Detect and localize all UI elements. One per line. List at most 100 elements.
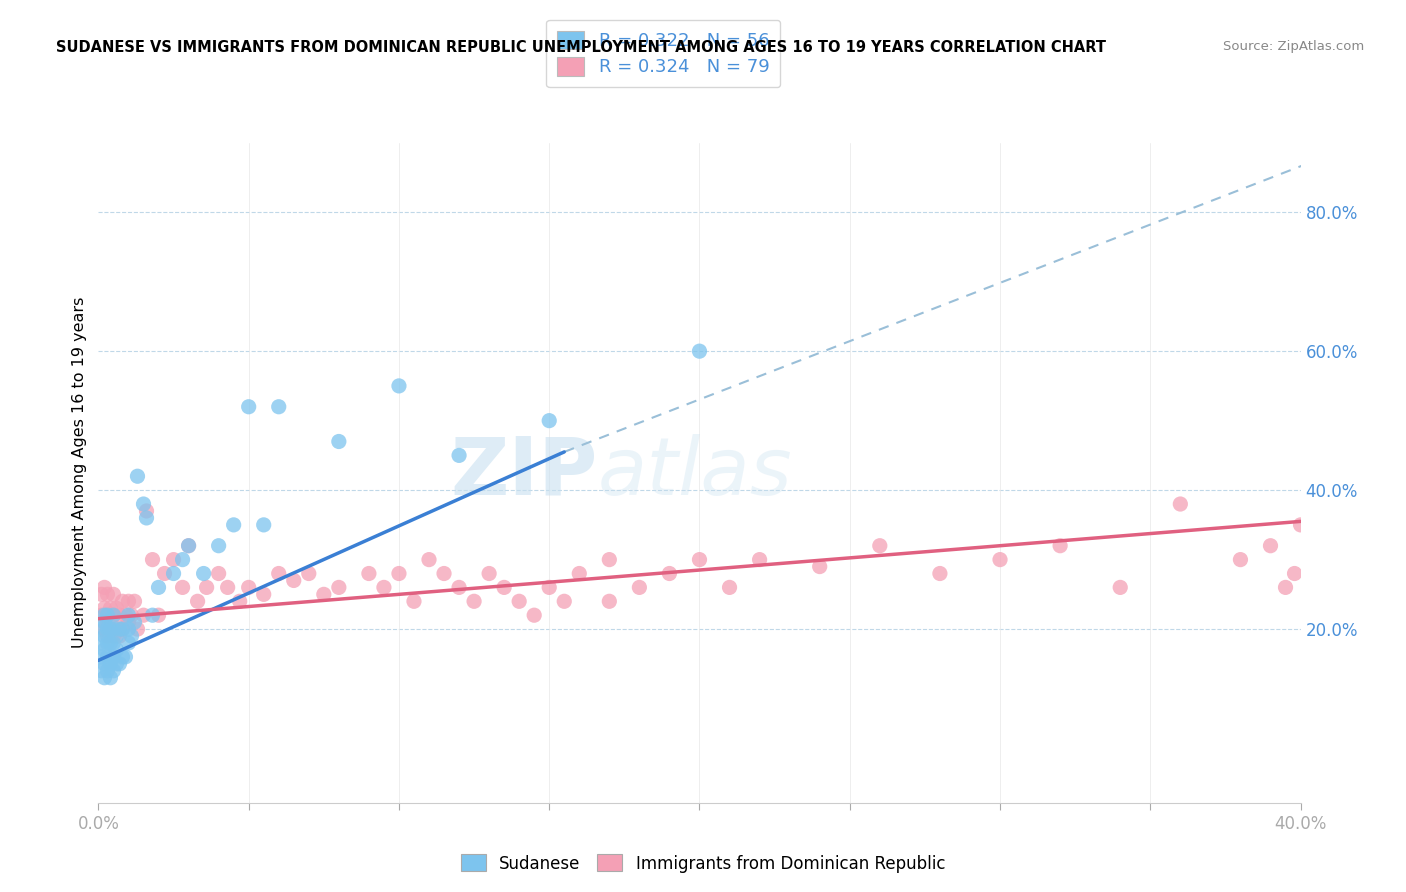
Point — [418, 552, 440, 566]
Point — [114, 649, 136, 664]
Point — [508, 594, 530, 608]
Point — [103, 629, 125, 643]
Point — [103, 636, 125, 650]
Point — [90, 608, 112, 623]
Point — [312, 587, 335, 601]
Point — [132, 608, 155, 623]
Point — [141, 608, 163, 623]
Point — [100, 601, 122, 615]
Point — [228, 594, 250, 608]
Point — [1260, 539, 1282, 553]
Point — [478, 566, 501, 581]
Point — [124, 594, 146, 608]
Point — [267, 566, 290, 581]
Point — [689, 344, 711, 359]
Point — [658, 566, 681, 581]
Point — [108, 657, 131, 671]
Point — [93, 671, 115, 685]
Point — [718, 581, 741, 595]
Point — [1274, 581, 1296, 595]
Point — [402, 594, 425, 608]
Point — [162, 552, 184, 566]
Point — [328, 581, 350, 595]
Point — [103, 649, 125, 664]
Point — [96, 636, 118, 650]
Legend: Sudanese, Immigrants from Dominican Republic: Sudanese, Immigrants from Dominican Repu… — [454, 847, 952, 880]
Point — [135, 504, 157, 518]
Point — [598, 552, 620, 566]
Point — [1170, 497, 1192, 511]
Point — [93, 622, 115, 636]
Point — [93, 581, 115, 595]
Point — [90, 664, 112, 678]
Point — [628, 581, 651, 595]
Y-axis label: Unemployment Among Ages 16 to 19 years: Unemployment Among Ages 16 to 19 years — [72, 297, 87, 648]
Point — [1049, 539, 1071, 553]
Point — [388, 566, 411, 581]
Point — [748, 552, 770, 566]
Point — [100, 622, 122, 636]
Point — [187, 594, 209, 608]
Point — [177, 539, 200, 553]
Point — [103, 587, 125, 601]
Point — [108, 622, 131, 636]
Point — [172, 581, 194, 595]
Point — [105, 622, 128, 636]
Point — [111, 594, 134, 608]
Point — [929, 566, 952, 581]
Point — [111, 649, 134, 664]
Point — [195, 581, 218, 595]
Point — [463, 594, 485, 608]
Point — [93, 615, 115, 629]
Point — [93, 608, 115, 623]
Point — [208, 539, 231, 553]
Point — [105, 601, 128, 615]
Point — [111, 622, 134, 636]
Point — [598, 594, 620, 608]
Point — [193, 566, 215, 581]
Point — [100, 671, 122, 685]
Text: atlas: atlas — [598, 434, 792, 512]
Point — [253, 587, 276, 601]
Point — [108, 629, 131, 643]
Point — [90, 622, 112, 636]
Text: Source: ZipAtlas.com: Source: ZipAtlas.com — [1223, 40, 1364, 54]
Point — [117, 608, 139, 623]
Point — [127, 469, 149, 483]
Point — [1229, 552, 1251, 566]
Point — [253, 517, 276, 532]
Point — [90, 587, 112, 601]
Point — [1284, 566, 1306, 581]
Point — [100, 622, 122, 636]
Point — [96, 649, 118, 664]
Point — [162, 566, 184, 581]
Point — [121, 608, 143, 623]
Point — [93, 601, 115, 615]
Point — [117, 594, 139, 608]
Point — [447, 449, 470, 463]
Point — [96, 629, 118, 643]
Text: ZIP: ZIP — [450, 434, 598, 512]
Point — [96, 608, 118, 623]
Point — [328, 434, 350, 449]
Point — [217, 581, 239, 595]
Point — [96, 608, 118, 623]
Point — [388, 379, 411, 393]
Point — [117, 622, 139, 636]
Point — [93, 643, 115, 657]
Point — [177, 539, 200, 553]
Point — [153, 566, 176, 581]
Point — [538, 414, 561, 428]
Point — [100, 657, 122, 671]
Point — [103, 664, 125, 678]
Point — [553, 594, 575, 608]
Point — [108, 608, 131, 623]
Point — [1289, 517, 1312, 532]
Point — [93, 657, 115, 671]
Legend: R = 0.322   N = 56, R = 0.324   N = 79: R = 0.322 N = 56, R = 0.324 N = 79 — [547, 20, 780, 87]
Point — [105, 643, 128, 657]
Point — [433, 566, 456, 581]
Point — [96, 664, 118, 678]
Point — [808, 559, 831, 574]
Point — [135, 511, 157, 525]
